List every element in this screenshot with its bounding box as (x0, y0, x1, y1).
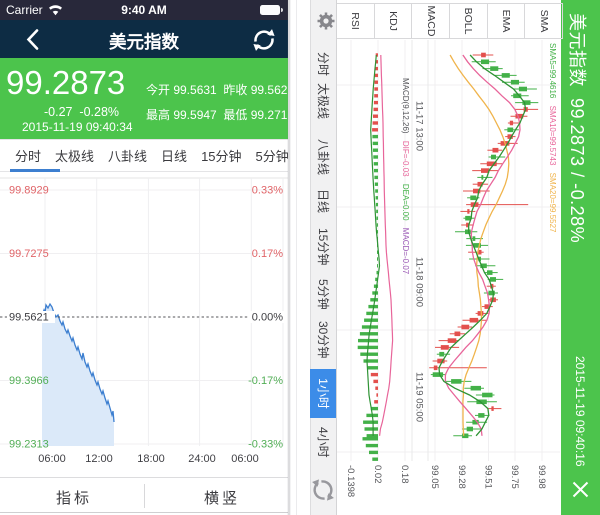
svg-text:11-17 13:00: 11-17 13:00 (414, 101, 425, 151)
svg-text:99.28: 99.28 (456, 465, 467, 489)
svg-text:99.98: 99.98 (536, 465, 547, 489)
svg-text:99.05: 99.05 (429, 465, 440, 489)
svg-text:0.33%: 0.33% (252, 185, 283, 197)
svg-text:18:00: 18:00 (137, 453, 165, 465)
svg-text:99.7275: 99.7275 (9, 248, 49, 260)
svg-text:99.51: 99.51 (483, 465, 494, 489)
svg-text:06:00: 06:00 (38, 453, 66, 465)
svg-text:12:00: 12:00 (85, 453, 113, 465)
svg-text:06:00: 06:00 (231, 453, 259, 465)
svg-text:99.75: 99.75 (509, 465, 520, 489)
svg-text:11-19 05:00: 11-19 05:00 (414, 372, 425, 422)
svg-text:99.2313: 99.2313 (9, 439, 49, 451)
svg-text:-0.17%: -0.17% (248, 375, 283, 387)
svg-text:11-18 09:00: 11-18 09:00 (414, 257, 425, 307)
svg-text:99.5621: 99.5621 (9, 312, 49, 324)
svg-text:99.8929: 99.8929 (9, 185, 49, 197)
svg-text:-0.33%: -0.33% (248, 439, 283, 451)
svg-text:0.17%: 0.17% (252, 248, 283, 260)
svg-text:0.00%: 0.00% (252, 312, 283, 324)
svg-text:0.02: 0.02 (372, 465, 383, 484)
svg-text:99.3966: 99.3966 (9, 375, 49, 387)
svg-text:-0.1398: -0.1398 (345, 465, 356, 497)
svg-text:0.18: 0.18 (399, 465, 410, 484)
svg-text:24:00: 24:00 (188, 453, 216, 465)
